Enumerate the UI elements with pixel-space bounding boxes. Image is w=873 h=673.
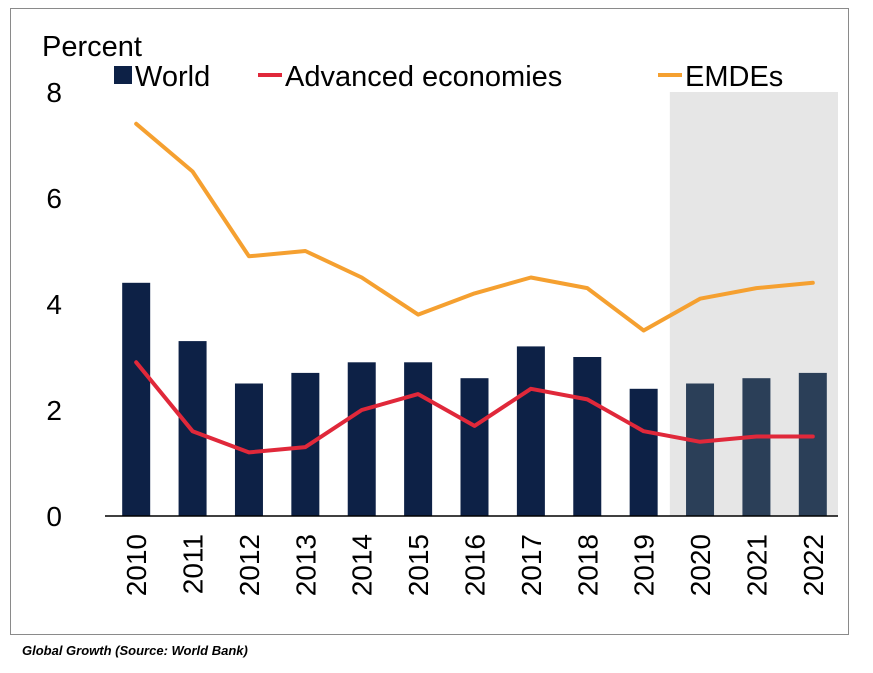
y-axis-label: Percent xyxy=(42,31,142,63)
y-tick-label: 0 xyxy=(46,501,62,532)
x-tick-label: 2014 xyxy=(347,534,378,596)
x-tick-label: 2012 xyxy=(234,534,265,596)
line-series-emdes xyxy=(134,121,815,333)
bar-world-2013 xyxy=(291,372,320,516)
bar-world-2021 xyxy=(742,378,771,516)
legend-label-emdes: EMDEs xyxy=(685,61,783,93)
x-tick-label: 2015 xyxy=(403,534,434,596)
legend: World Advanced economies EMDEs xyxy=(114,61,783,93)
bar-series-world xyxy=(122,282,827,516)
line-series-advanced-economies xyxy=(134,360,815,455)
figure-caption: Global Growth (Source: World Bank) xyxy=(22,643,248,658)
chart-frame xyxy=(10,8,849,635)
bar-world-2018 xyxy=(573,357,602,516)
y-tick-label: 6 xyxy=(46,183,62,214)
legend-swatch-world xyxy=(114,66,132,84)
bar-world-2016 xyxy=(460,378,489,516)
legend-label-advanced-economies: Advanced economies xyxy=(285,61,562,93)
y-tick-label: 2 xyxy=(46,395,62,426)
x-tick-label: 2017 xyxy=(516,534,547,596)
x-tick-label: 2011 xyxy=(178,534,209,594)
bar-world-2010 xyxy=(122,282,151,516)
x-tick-label: 2016 xyxy=(460,534,491,596)
bar-world-2019 xyxy=(629,388,658,516)
y-tick-label: 8 xyxy=(46,77,62,108)
x-tick-label: 2019 xyxy=(629,534,660,596)
y-tick-label: 4 xyxy=(46,289,62,320)
x-tick-label: 2022 xyxy=(798,534,829,596)
x-tick-label: 2010 xyxy=(121,534,152,596)
bar-world-2017 xyxy=(516,346,545,516)
bar-world-2022 xyxy=(798,372,827,516)
legend-label-world: World xyxy=(135,61,210,93)
x-tick-label: 2021 xyxy=(741,534,772,596)
x-tick-labels: 2010 2011 2012 2013 2014 2015 2016 2017 2018 2019… xyxy=(121,534,829,596)
x-tick-label: 2013 xyxy=(290,534,321,596)
y-tick-labels: 0 2 4 6 8 xyxy=(46,77,62,532)
bar-world-2020 xyxy=(686,383,715,516)
x-tick-label: 2020 xyxy=(685,534,716,596)
bar-world-2015 xyxy=(404,362,433,516)
bar-world-2014 xyxy=(347,362,376,516)
x-tick-label: 2018 xyxy=(572,534,603,596)
